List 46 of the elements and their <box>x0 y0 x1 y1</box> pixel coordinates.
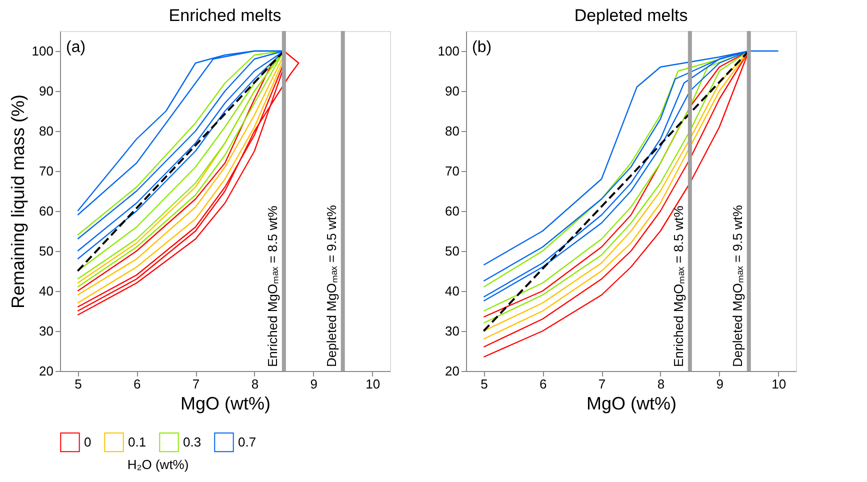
x-tick-label: 7 <box>192 376 200 392</box>
chart-title: Depleted melts <box>574 6 688 25</box>
x-tick-label: 8 <box>657 376 665 392</box>
y-tick-label: 30 <box>445 324 460 338</box>
x-tick-label: 7 <box>598 376 606 392</box>
y-tick-label: 40 <box>445 284 460 298</box>
y-tick-label: 40 <box>39 284 54 298</box>
x-tick-label: 10 <box>772 376 786 392</box>
y-tick-label: 60 <box>445 204 460 218</box>
ref-line-label: Enriched MgOₘₐₓ = 8.5 wt% <box>670 205 686 367</box>
x-axis-title: MgO (wt%) <box>586 394 676 414</box>
ref-line-label: Depleted MgOₘₐₓ = 9.5 wt% <box>730 204 745 367</box>
y-tick-label: 20 <box>445 364 460 378</box>
y-axis-title: Remaining liquid mass (%) <box>8 94 28 309</box>
legend-label: 0.7 <box>238 434 256 450</box>
annotation: (b) <box>472 39 492 56</box>
x-tick-label: 5 <box>480 376 488 392</box>
chart-title: Enriched melts <box>168 6 282 25</box>
y-tick-label: 30 <box>39 324 54 338</box>
y-tick-label: 20 <box>39 364 54 378</box>
x-axis-title: MgO (wt%) <box>180 394 270 414</box>
x-tick-label: 9 <box>310 376 318 392</box>
ref-line-label: Enriched MgOₘₐₓ = 8.5 wt% <box>264 205 280 367</box>
annotation: (a) <box>66 39 86 56</box>
y-tick-label: 70 <box>39 164 54 178</box>
y-tick-label: 90 <box>445 84 460 98</box>
y-tick-label: 80 <box>39 124 54 138</box>
y-tick-label: 80 <box>445 124 460 138</box>
legend-label: 0.1 <box>128 434 146 450</box>
y-tick-label: 90 <box>39 84 54 98</box>
y-tick-label: 50 <box>39 244 54 258</box>
x-tick-label: 8 <box>251 376 259 392</box>
legend-title: H₂O (wt%) <box>127 457 189 472</box>
ref-line-label: Depleted MgOₘₐₓ = 9.5 wt% <box>324 204 339 367</box>
legend-label: 0 <box>84 434 92 450</box>
y-tick-label: 50 <box>445 244 460 258</box>
y-tick-label: 100 <box>32 44 54 58</box>
y-tick-label: 100 <box>438 44 460 58</box>
x-tick-label: 6 <box>133 376 141 392</box>
x-tick-label: 5 <box>74 376 82 392</box>
y-tick-label: 60 <box>39 204 54 218</box>
y-tick-label: 70 <box>445 164 460 178</box>
legend-label: 0.3 <box>183 434 202 450</box>
x-tick-label: 9 <box>716 376 724 392</box>
x-tick-label: 10 <box>366 376 380 392</box>
x-tick-label: 6 <box>539 376 547 392</box>
